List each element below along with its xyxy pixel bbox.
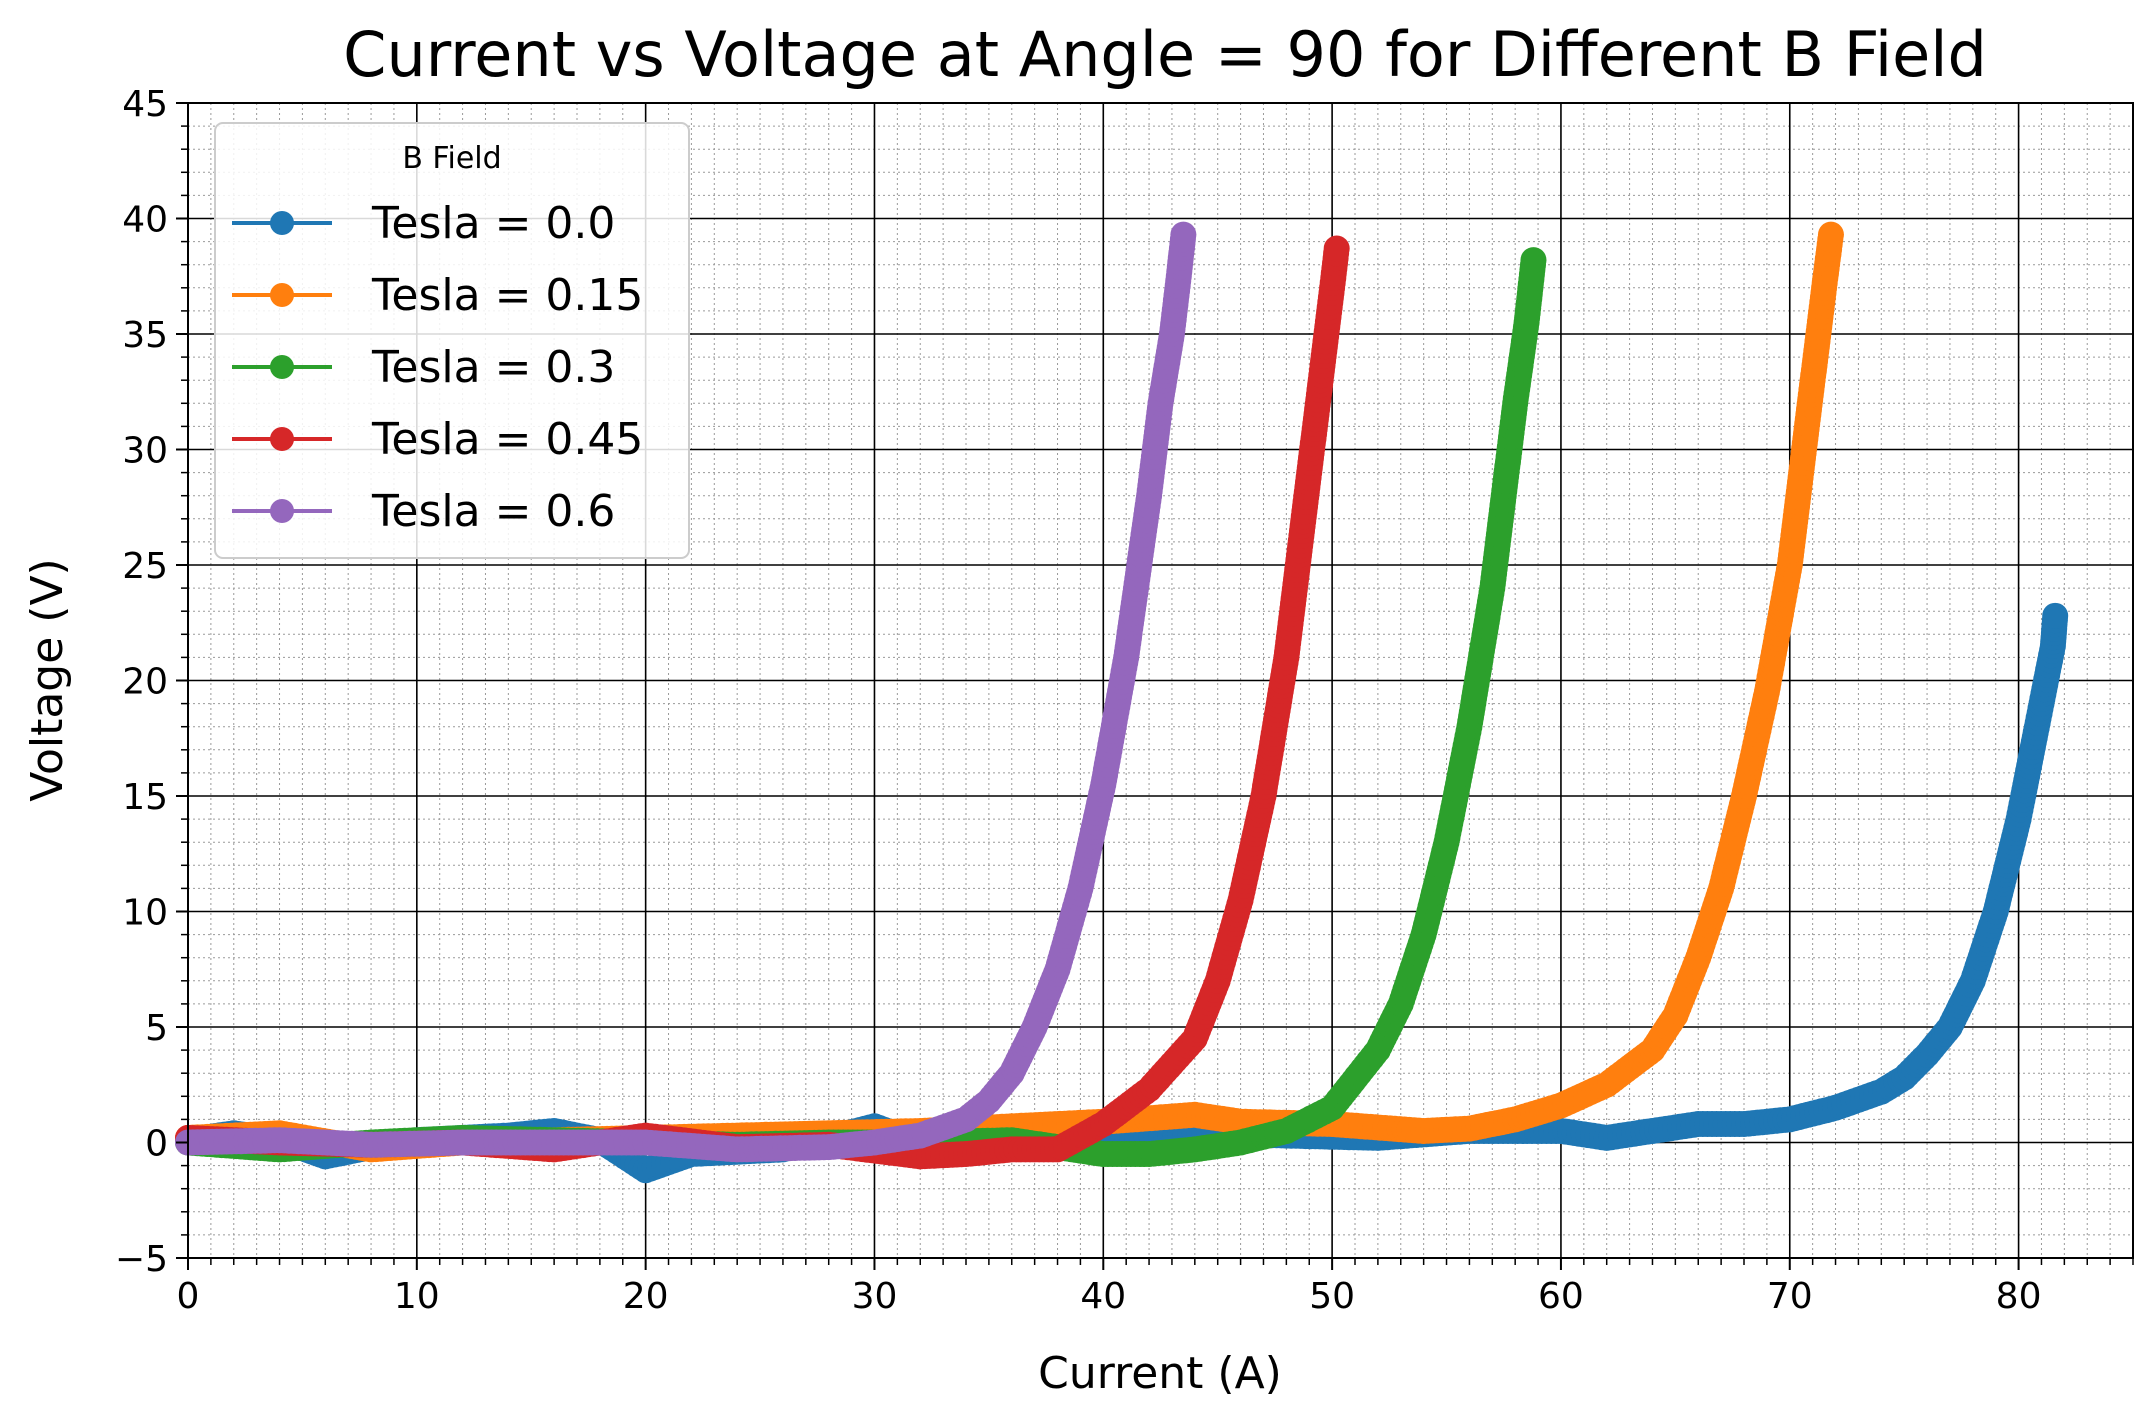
legend-label: Tesla = 0.15 [371, 270, 643, 321]
x-tick-label: 40 [1080, 1276, 1126, 1317]
legend-entry: Tesla = 0.3 [232, 342, 615, 393]
legend-marker [270, 499, 294, 523]
data-point [2042, 602, 2069, 629]
legend-title: B Field [402, 141, 501, 176]
legend-entry: Tesla = 0.45 [232, 414, 643, 465]
x-axis-tick-labels: 0 10 20 30 40 50 60 70 80 [177, 1276, 2042, 1317]
x-tick-label: 70 [1767, 1276, 1813, 1317]
x-tick-label: 10 [394, 1276, 440, 1317]
y-axis-tick-labels: −5 0 5 10 15 20 25 30 35 40 45 [115, 84, 168, 1280]
legend-label: Tesla = 0.45 [371, 414, 643, 465]
legend-entry: Tesla = 0.6 [232, 486, 615, 537]
x-tick-label: 0 [177, 1276, 200, 1317]
y-tick-label: 0 [145, 1124, 168, 1165]
y-tick-label: 40 [122, 200, 168, 241]
legend-marker [270, 355, 294, 379]
legend-marker [270, 427, 294, 451]
x-tick-label: 30 [852, 1276, 898, 1317]
chart-title: Current vs Voltage at Angle = 90 for Dif… [343, 18, 1987, 91]
y-tick-label: 30 [122, 431, 168, 472]
legend-marker [270, 283, 294, 307]
legend-entry: Tesla = 0.0 [232, 198, 615, 249]
y-tick-label: −5 [115, 1239, 168, 1280]
y-tick-label: 10 [122, 893, 168, 934]
data-point [1520, 247, 1547, 274]
x-tick-label: 60 [1538, 1276, 1584, 1317]
legend-label: Tesla = 0.3 [371, 342, 615, 393]
x-axis-label: Current (A) [1038, 1348, 1282, 1399]
legend-label: Tesla = 0.0 [371, 198, 615, 249]
legend-entry: Tesla = 0.15 [232, 270, 643, 321]
legend-box [214, 122, 690, 559]
y-tick-label: 35 [122, 315, 168, 356]
y-tick-label: 25 [122, 546, 168, 587]
data-point [1170, 221, 1197, 248]
x-tick-label: 80 [1996, 1276, 2042, 1317]
y-tick-label: 15 [122, 777, 168, 818]
y-tick-label: 5 [145, 1008, 168, 1049]
axis-ticks [176, 102, 2134, 1270]
series-layer [175, 221, 2069, 1184]
data-point [1817, 221, 1844, 248]
y-tick-label: 20 [122, 662, 168, 703]
series-5 [175, 221, 1197, 1163]
data-point [1323, 235, 1350, 262]
x-tick-label: 20 [623, 1276, 669, 1317]
legend-marker [270, 211, 294, 235]
x-tick-label: 50 [1309, 1276, 1355, 1317]
legend-entries: Tesla = 0.0 Tesla = 0.15 Tesla = 0.3 Tesla … [232, 198, 643, 537]
y-tick-label: 45 [122, 84, 168, 125]
legend-label: Tesla = 0.6 [371, 486, 615, 537]
y-axis-label: Voltage (V) [22, 558, 73, 801]
